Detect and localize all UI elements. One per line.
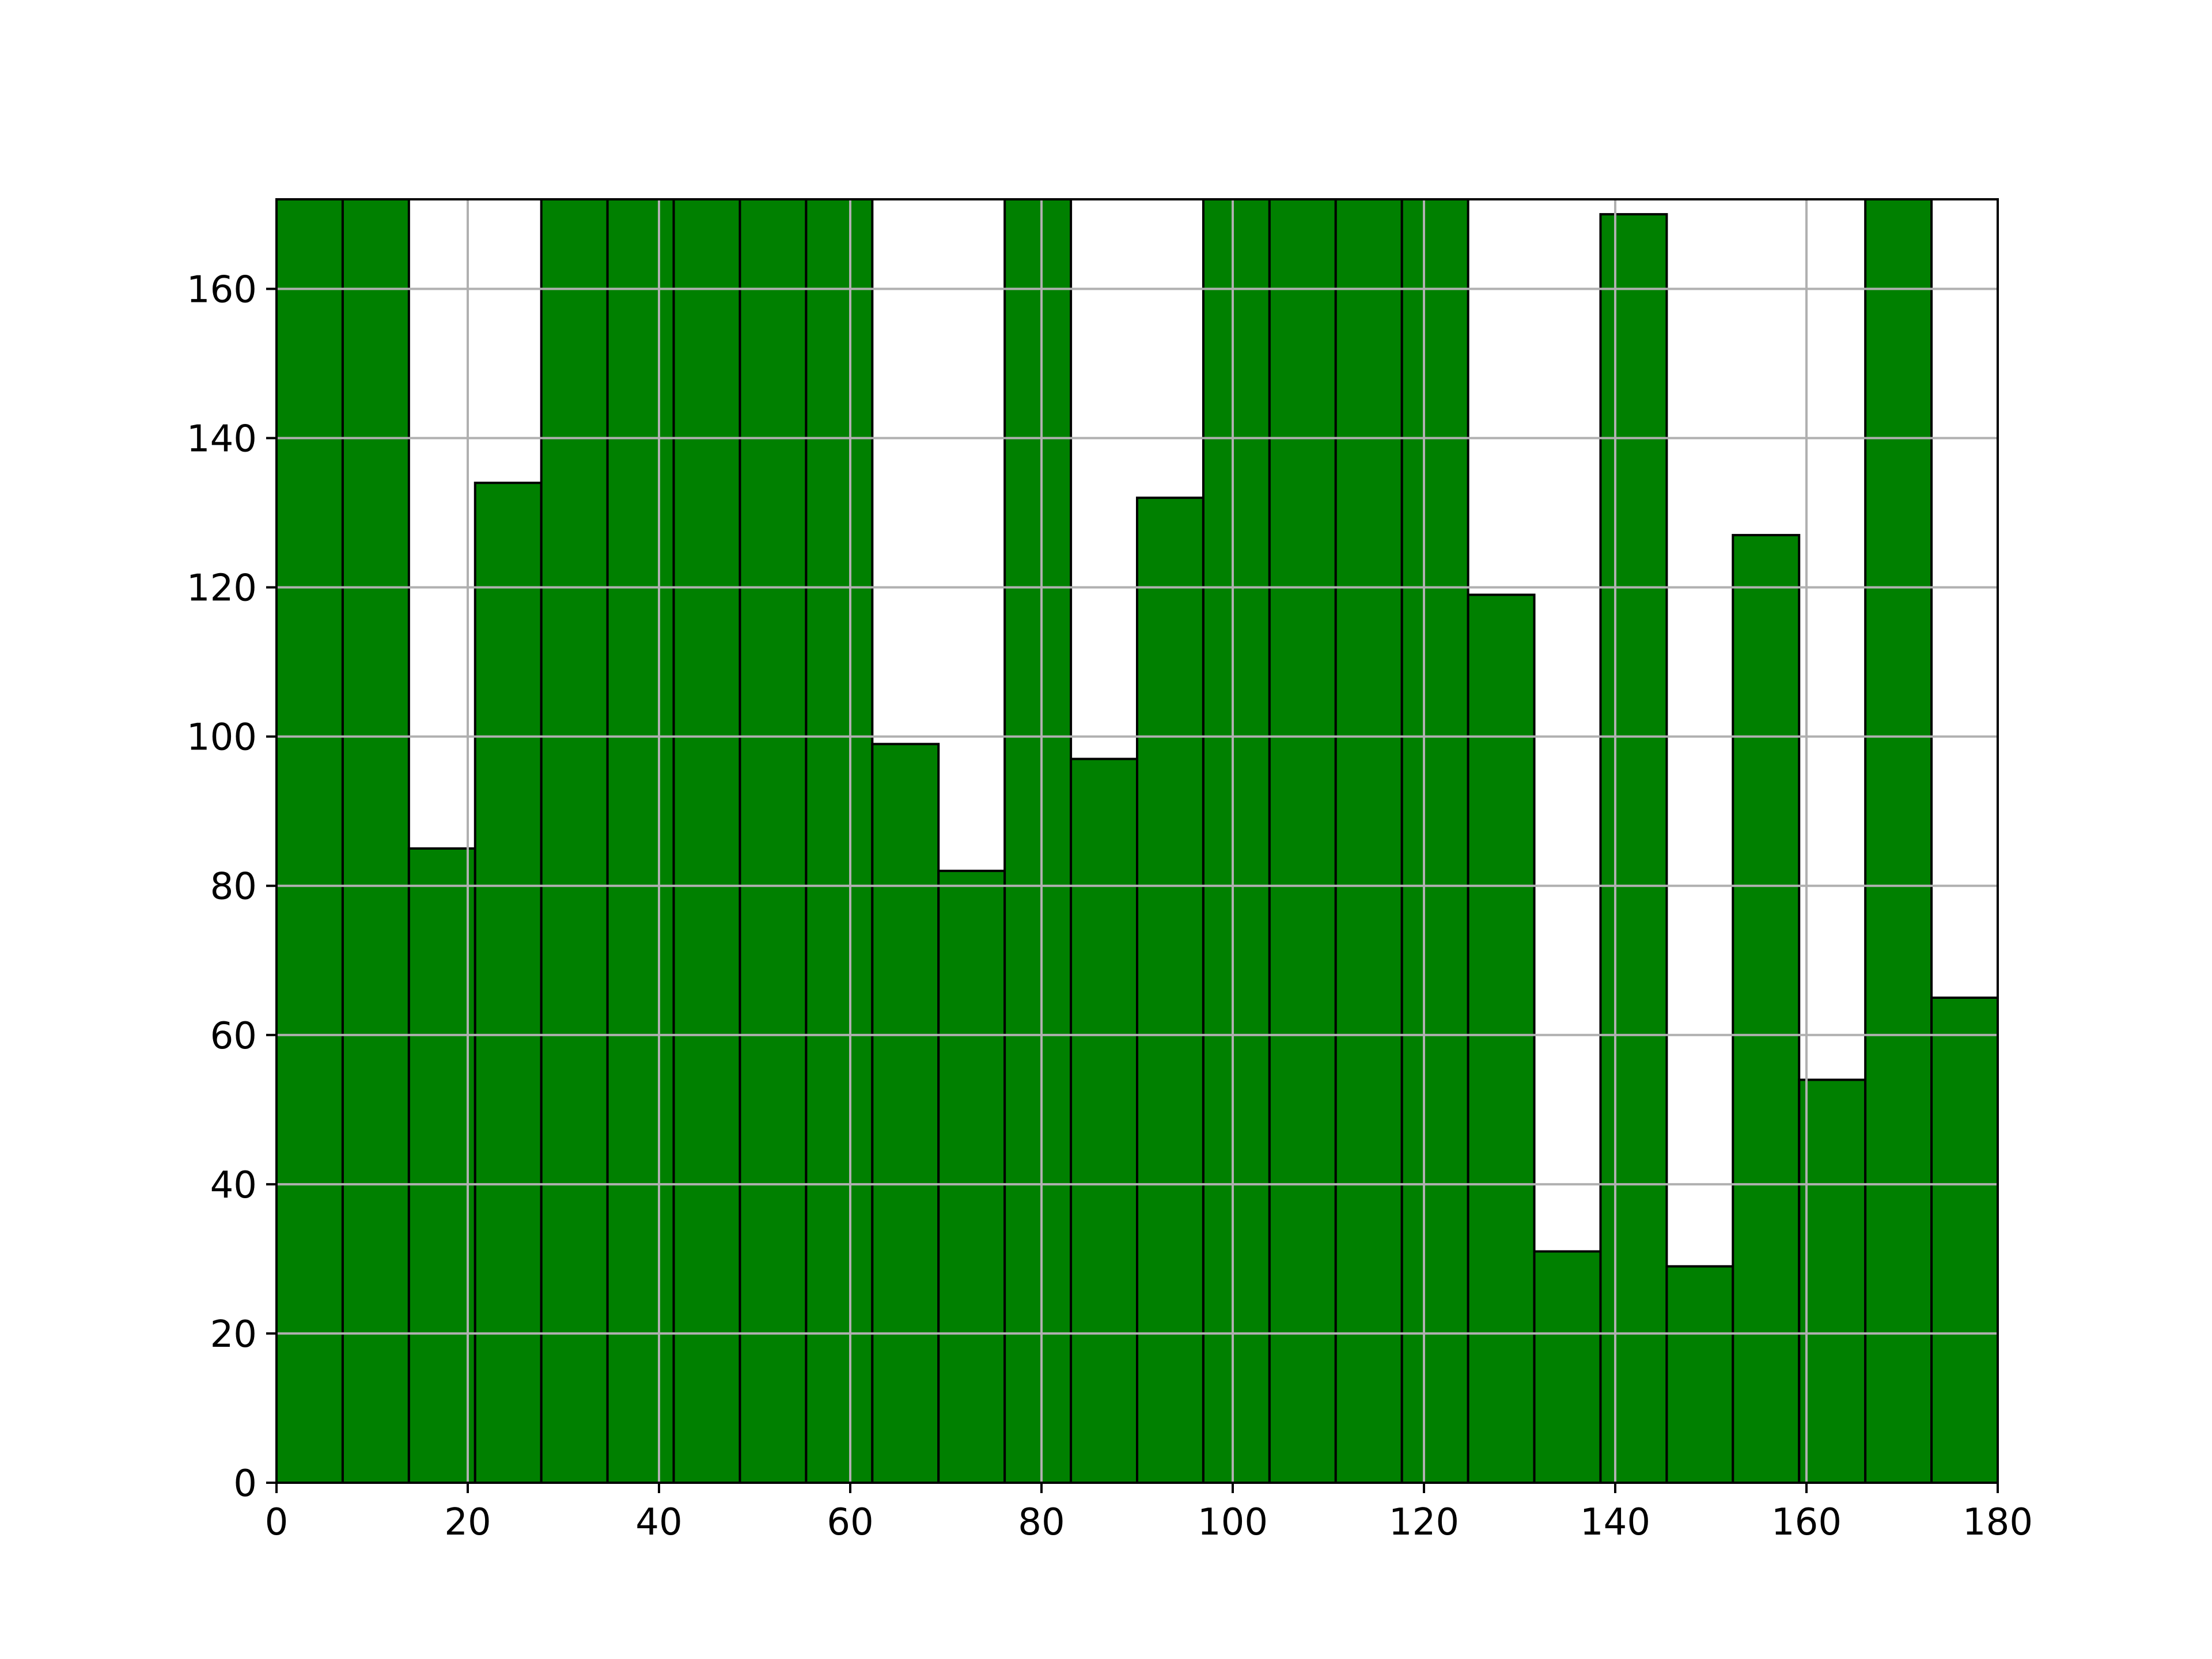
histogram-bar — [1202, 198, 1271, 1484]
y-tick-label: 140 — [187, 418, 257, 461]
histogram-bar — [1732, 533, 1801, 1484]
histogram-bar — [1798, 1078, 1867, 1484]
x-tick-label: 80 — [1018, 1501, 1065, 1544]
histogram-bar — [1268, 198, 1337, 1484]
histogram-bar — [738, 198, 808, 1484]
histogram-bar — [871, 743, 940, 1484]
histogram-bar — [606, 198, 675, 1484]
x-tick-label: 120 — [1389, 1501, 1459, 1544]
x-tick-label: 0 — [265, 1501, 289, 1544]
y-tick-label: 40 — [210, 1164, 257, 1207]
histogram-bar — [805, 198, 874, 1484]
histogram-bar — [1599, 213, 1668, 1484]
x-tick-label: 140 — [1580, 1501, 1650, 1544]
y-tick-label: 80 — [210, 866, 257, 908]
x-tick-label: 100 — [1198, 1501, 1268, 1544]
histogram-bar — [937, 869, 1006, 1484]
bars-layer — [275, 198, 1999, 1484]
histogram-bar — [1467, 593, 1536, 1484]
y-tick-label: 60 — [210, 1015, 257, 1058]
histogram-bar — [407, 847, 476, 1484]
ticks-layer — [266, 287, 1999, 1493]
histogram-bar — [1533, 1250, 1602, 1484]
histogram-bar — [1070, 757, 1138, 1484]
histogram-bar — [275, 198, 344, 1484]
histogram-bar — [1003, 198, 1073, 1484]
histogram-bar — [672, 198, 741, 1484]
histogram-bar — [540, 198, 609, 1484]
histogram-bar — [1864, 198, 1933, 1484]
grid-layer — [275, 199, 1999, 1484]
x-tick-label: 40 — [635, 1501, 682, 1544]
histogram-bar — [1930, 997, 1999, 1484]
x-tick-label: 160 — [1771, 1501, 1842, 1544]
histogram-bar — [341, 198, 410, 1484]
histogram-bar — [1136, 497, 1205, 1484]
tick-labels-layer: 0 20 40 60 80 100 120 140 160 180 0 20 40 60 80 100 120 1… — [187, 268, 2033, 1544]
y-tick-label: 100 — [187, 717, 257, 759]
y-tick-label: 0 — [233, 1463, 257, 1505]
histogram-bar — [1334, 198, 1403, 1484]
x-tick-label: 180 — [1963, 1501, 2033, 1544]
histogram-bar — [1665, 1265, 1734, 1484]
y-tick-label: 120 — [187, 567, 257, 610]
axes-frame — [275, 198, 1999, 1484]
y-tick-label: 20 — [210, 1313, 257, 1356]
y-tick-label: 160 — [187, 268, 257, 311]
x-tick-label: 20 — [444, 1501, 491, 1544]
histogram-bar — [1400, 198, 1469, 1484]
x-tick-label: 60 — [827, 1501, 873, 1544]
